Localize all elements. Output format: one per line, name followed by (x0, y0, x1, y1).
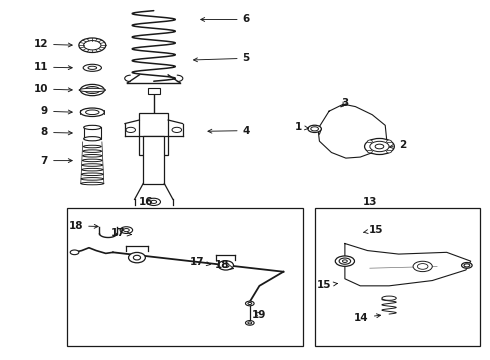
Ellipse shape (80, 108, 104, 117)
Ellipse shape (79, 88, 105, 92)
Ellipse shape (82, 168, 103, 171)
Ellipse shape (80, 84, 104, 96)
Ellipse shape (417, 264, 428, 269)
Ellipse shape (308, 125, 321, 132)
Ellipse shape (84, 41, 101, 50)
Ellipse shape (413, 261, 432, 271)
Ellipse shape (248, 302, 252, 305)
Text: 15: 15 (364, 225, 383, 235)
Text: 19: 19 (252, 310, 267, 320)
Ellipse shape (70, 250, 79, 255)
Ellipse shape (368, 150, 372, 153)
Ellipse shape (83, 145, 101, 148)
Ellipse shape (89, 88, 96, 92)
Text: 7: 7 (41, 156, 72, 166)
Text: 18: 18 (215, 260, 233, 270)
Text: 6: 6 (201, 14, 250, 24)
Text: 11: 11 (34, 62, 72, 72)
Text: 18: 18 (69, 221, 98, 231)
Ellipse shape (84, 136, 101, 141)
Ellipse shape (88, 66, 97, 69)
Ellipse shape (133, 255, 141, 260)
Text: 5: 5 (194, 53, 250, 63)
Ellipse shape (83, 150, 101, 152)
Polygon shape (345, 243, 471, 286)
Ellipse shape (339, 258, 351, 264)
Polygon shape (318, 104, 387, 158)
Ellipse shape (82, 159, 102, 162)
Ellipse shape (387, 150, 392, 153)
Text: 12: 12 (34, 39, 72, 49)
Ellipse shape (172, 127, 182, 132)
Text: 16: 16 (139, 197, 154, 207)
Ellipse shape (365, 139, 394, 154)
Ellipse shape (82, 164, 102, 166)
Ellipse shape (387, 140, 392, 143)
Text: 8: 8 (41, 127, 72, 138)
Ellipse shape (83, 64, 101, 71)
Text: 14: 14 (354, 312, 381, 323)
Text: 17: 17 (111, 228, 132, 238)
Text: 15: 15 (317, 280, 338, 290)
Ellipse shape (311, 127, 319, 131)
Ellipse shape (464, 264, 470, 267)
Ellipse shape (147, 198, 161, 206)
Text: 1: 1 (294, 122, 309, 132)
Ellipse shape (248, 322, 252, 324)
Text: 2: 2 (390, 140, 406, 150)
Text: 10: 10 (34, 84, 72, 94)
Ellipse shape (79, 38, 106, 53)
Text: 17: 17 (190, 257, 210, 267)
Ellipse shape (85, 86, 100, 94)
Ellipse shape (222, 263, 229, 267)
Text: 4: 4 (208, 126, 250, 136)
Bar (84, 127, 101, 139)
Ellipse shape (245, 320, 254, 325)
Ellipse shape (126, 127, 136, 132)
Ellipse shape (84, 125, 101, 130)
Ellipse shape (382, 296, 396, 300)
Ellipse shape (81, 182, 104, 185)
Bar (67, 208, 303, 346)
Ellipse shape (151, 200, 157, 203)
Ellipse shape (120, 227, 133, 234)
Ellipse shape (245, 301, 254, 306)
Bar (315, 208, 480, 346)
Ellipse shape (128, 252, 146, 263)
Ellipse shape (462, 262, 472, 268)
Ellipse shape (218, 261, 233, 270)
Ellipse shape (81, 177, 103, 180)
Text: 9: 9 (41, 106, 72, 116)
Bar (139, 113, 168, 155)
Bar (143, 136, 164, 184)
Ellipse shape (81, 173, 103, 176)
Ellipse shape (83, 154, 102, 157)
Bar (148, 88, 160, 94)
Ellipse shape (375, 144, 384, 149)
Ellipse shape (370, 141, 389, 152)
Ellipse shape (123, 229, 129, 231)
Text: 3: 3 (341, 98, 348, 108)
Ellipse shape (335, 256, 354, 266)
Ellipse shape (86, 110, 99, 114)
Ellipse shape (343, 260, 347, 262)
Text: 13: 13 (363, 197, 377, 207)
Ellipse shape (368, 140, 372, 143)
